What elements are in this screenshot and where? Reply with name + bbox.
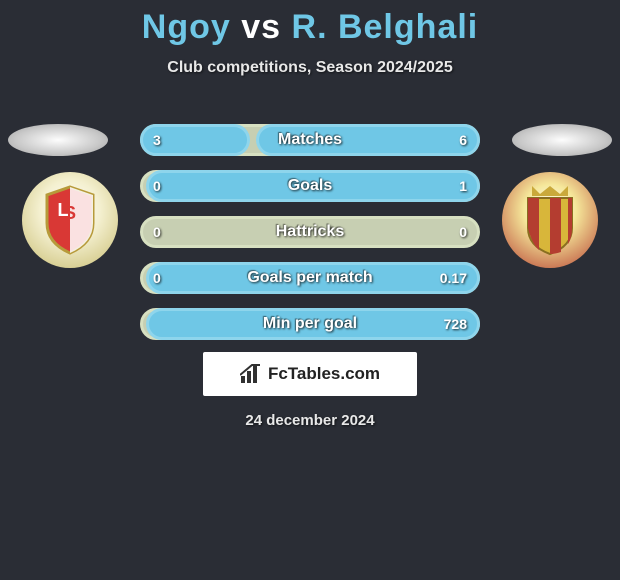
player2-club-crest <box>502 172 598 268</box>
stats-list: 3 Matches 6 0 Goals 1 0 Hattricks 0 0 Go… <box>140 124 480 340</box>
stat-value-left: 0 <box>153 178 161 194</box>
player1-oval <box>8 124 108 156</box>
player2-oval <box>512 124 612 156</box>
player1-club-crest: S L <box>22 172 118 268</box>
stat-row-min-per-goal: Min per goal 728 <box>140 308 480 340</box>
branding-link[interactable]: FcTables.com <box>203 352 417 396</box>
stat-label: Min per goal <box>263 315 357 333</box>
stat-value-right: 728 <box>444 316 467 332</box>
player1-name: Ngoy <box>142 8 231 46</box>
stat-label: Goals per match <box>247 269 372 287</box>
stat-row-matches: 3 Matches 6 <box>140 124 480 156</box>
shield-icon: S L <box>43 185 97 255</box>
comparison-card: Ngoy vs R. Belghali Club competitions, S… <box>0 0 620 450</box>
stat-row-goals-per-match: 0 Goals per match 0.17 <box>140 262 480 294</box>
stat-value-right: 1 <box>459 178 467 194</box>
page-title: Ngoy vs R. Belghali <box>0 0 620 47</box>
svg-text:L: L <box>58 200 69 220</box>
stat-row-hattricks: 0 Hattricks 0 <box>140 216 480 248</box>
stat-label: Goals <box>288 177 332 195</box>
stat-value-left: 3 <box>153 132 161 148</box>
stat-row-goals: 0 Goals 1 <box>140 170 480 202</box>
stat-value-right: 6 <box>459 132 467 148</box>
stat-value-left: 0 <box>153 224 161 240</box>
stat-value-right: 0.17 <box>440 270 467 286</box>
stat-value-right: 0 <box>459 224 467 240</box>
stat-label: Matches <box>278 131 342 149</box>
subtitle: Club competitions, Season 2024/2025 <box>0 59 620 77</box>
stat-value-left: 0 <box>153 270 161 286</box>
barchart-icon <box>240 364 262 384</box>
branding-text: FcTables.com <box>268 364 380 384</box>
stat-label: Hattricks <box>276 223 344 241</box>
vs-separator: vs <box>241 8 281 46</box>
date-text: 24 december 2024 <box>0 412 620 429</box>
shield-icon <box>522 184 578 256</box>
player2-name: R. Belghali <box>292 8 479 46</box>
